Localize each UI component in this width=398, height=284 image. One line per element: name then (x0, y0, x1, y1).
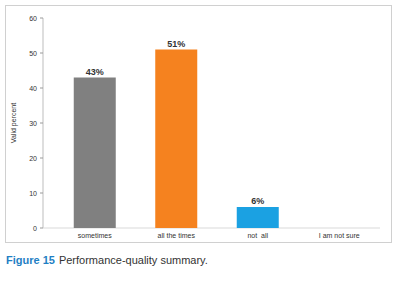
x-tick-label: all the times (158, 232, 196, 239)
data-label: 43% (86, 67, 104, 77)
y-tick-label: 30 (29, 120, 37, 127)
caption: Figure 15 Performance-quality summary. (6, 254, 208, 266)
y-tick (40, 18, 43, 19)
y-tick-label: 60 (29, 15, 37, 22)
x-tick-label: sometimes (78, 232, 112, 239)
chart-svg: 0 10 20 30 40 50 60 Valid percent 43% sometimes 51… (0, 0, 398, 284)
y-tick-label: 50 (29, 50, 37, 57)
data-label: 51% (167, 39, 185, 49)
y-tick-label: 20 (29, 155, 37, 162)
y-tick (40, 228, 43, 229)
caption-text: Performance-quality summary. (59, 254, 208, 266)
x-tick-label: I am not sure (319, 232, 360, 239)
y-tick (40, 123, 43, 124)
caption-label: Figure 15 (6, 254, 55, 266)
y-tick (40, 88, 43, 89)
x-tick-label: not all (247, 232, 268, 239)
y-axis-title: Valid percent (10, 103, 18, 143)
bar (74, 78, 116, 229)
chart-container: 0 10 20 30 40 50 60 Valid percent 43% sometimes 51… (0, 0, 398, 284)
data-label: 6% (251, 196, 264, 206)
bar (155, 50, 197, 229)
bar (237, 207, 279, 228)
y-tick (40, 53, 43, 54)
y-tick (40, 193, 43, 194)
y-tick (40, 158, 43, 159)
y-tick-label: 10 (29, 190, 37, 197)
bars (74, 50, 279, 229)
y-tick-label: 40 (29, 85, 37, 92)
chart-frame (6, 6, 392, 243)
y-tick-label: 0 (33, 225, 37, 232)
